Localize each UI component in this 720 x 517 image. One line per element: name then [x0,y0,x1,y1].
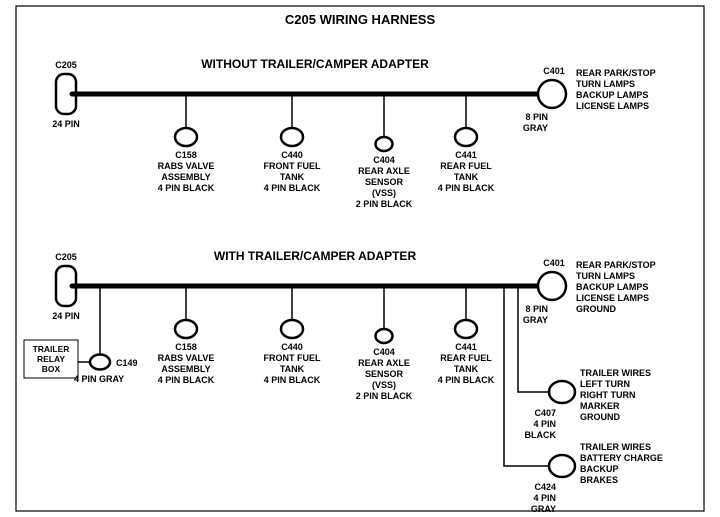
harness-0: WITHOUT TRAILER/CAMPER ADAPTER C205 24 PIN… [52,57,655,133]
connector-desc: TANK [280,172,305,182]
harness-subtitle: WITH TRAILER/CAMPER ADAPTER [214,249,417,263]
right-conn-desc: TURN LAMPS [576,79,635,89]
right-conn-id: C401 [543,258,565,268]
right-conn-desc: REAR PARK/STOP [576,68,656,78]
extra-conn-desc: TRAILER WIRES [580,442,651,452]
right-conn-desc: REAR PARK/STOP [576,260,656,270]
connector-id: C440 [281,342,303,352]
connector-desc: SENSOR [365,177,404,187]
connector-desc: ASSEMBLY [161,364,210,374]
extra-conn-desc: GROUND [580,412,620,422]
connector-desc: (VSS) [372,188,396,198]
extra-conn-desc: MARKER [580,401,620,411]
right-conn-pins: GRAY [523,315,548,325]
connector-desc: 4 PIN BLACK [158,183,215,193]
extra-conn-pins: 4 PIN [533,419,556,429]
extra-conn-desc: RIGHT TURN [580,390,636,400]
right-conn-pins: 8 PIN [525,304,548,314]
connector-id: C441 [455,150,477,160]
extra-conn-desc: BRAKES [580,475,618,485]
connector-desc: ASSEMBLY [161,172,210,182]
extra-conn-pins: BLACK [525,430,557,440]
connector-desc: 4 PIN BLACK [264,183,321,193]
right-conn-desc: BACKUP LAMPS [576,282,648,292]
left-conn-pins: 24 PIN [52,311,80,321]
connector-desc: TANK [454,364,479,374]
connector-desc: 4 PIN BLACK [158,375,215,385]
extra-conn-pins: 4 PIN [533,493,556,503]
extra-conn-desc: BATTERY CHARGE [580,453,663,463]
connector-id: C158 [175,150,197,160]
connector-desc: SENSOR [365,369,404,379]
right-conn-desc: BACKUP LAMPS [576,90,648,100]
extra-conn-desc: LEFT TURN [580,379,630,389]
connector-desc: REAR FUEL [440,353,492,363]
extra-conn-desc: TRAILER WIRES [580,368,651,378]
relay-box-line: TRAILER [33,344,70,354]
connector-desc: 4 PIN BLACK [438,375,495,385]
aux-conn-id: C149 [116,358,138,368]
left-conn-id: C205 [55,252,77,262]
harness-subtitle: WITHOUT TRAILER/CAMPER ADAPTER [201,57,429,71]
extra-conn-id: C424 [534,482,556,492]
connector-desc: RABS VALVE [158,161,215,171]
right-conn-desc: LICENSE LAMPS [576,293,649,303]
connector-desc: REAR AXLE [358,166,410,176]
connector-desc: RABS VALVE [158,353,215,363]
harness-1: WITH TRAILER/CAMPER ADAPTER C205 24 PIN TRA… [24,249,663,514]
right-conn-pins: 8 PIN [525,112,548,122]
relay-box-line: RELAY [37,354,65,364]
connector-id: C158 [175,342,197,352]
aux-conn-desc: 4 PIN GRAY [74,374,124,384]
extra-conn-pins: GRAY [531,504,556,514]
extra-conn-desc: BACKUP [580,464,619,474]
connector-id: C404 [373,347,395,357]
right-conn-pins: GRAY [523,123,548,133]
connector-desc: 2 PIN BLACK [356,199,413,209]
connector-desc: FRONT FUEL [264,353,321,363]
right-conn-desc: GROUND [576,304,616,314]
connector-desc: 2 PIN BLACK [356,391,413,401]
relay-box-line: BOX [42,364,61,374]
right-conn-id: C401 [543,66,565,76]
connector-desc: FRONT FUEL [264,161,321,171]
connector-desc: 4 PIN BLACK [264,375,321,385]
connector-id: C404 [373,155,395,165]
connector-id: C440 [281,150,303,160]
right-conn-desc: LICENSE LAMPS [576,101,649,111]
connector-desc: 4 PIN BLACK [438,183,495,193]
connector-desc: REAR AXLE [358,358,410,368]
right-conn-desc: TURN LAMPS [576,271,635,281]
connector-desc: TANK [280,364,305,374]
extra-conn-id: C407 [534,408,556,418]
connector-desc: (VSS) [372,380,396,390]
connector-id: C441 [455,342,477,352]
connector-desc: REAR FUEL [440,161,492,171]
wiring-diagram: C205 WIRING HARNESS WITHOUT TRAILER/CAMPE… [0,0,720,517]
diagram-title: C205 WIRING HARNESS [285,12,436,27]
left-conn-pins: 24 PIN [52,119,80,129]
left-conn-id: C205 [55,60,77,70]
connector-desc: TANK [454,172,479,182]
